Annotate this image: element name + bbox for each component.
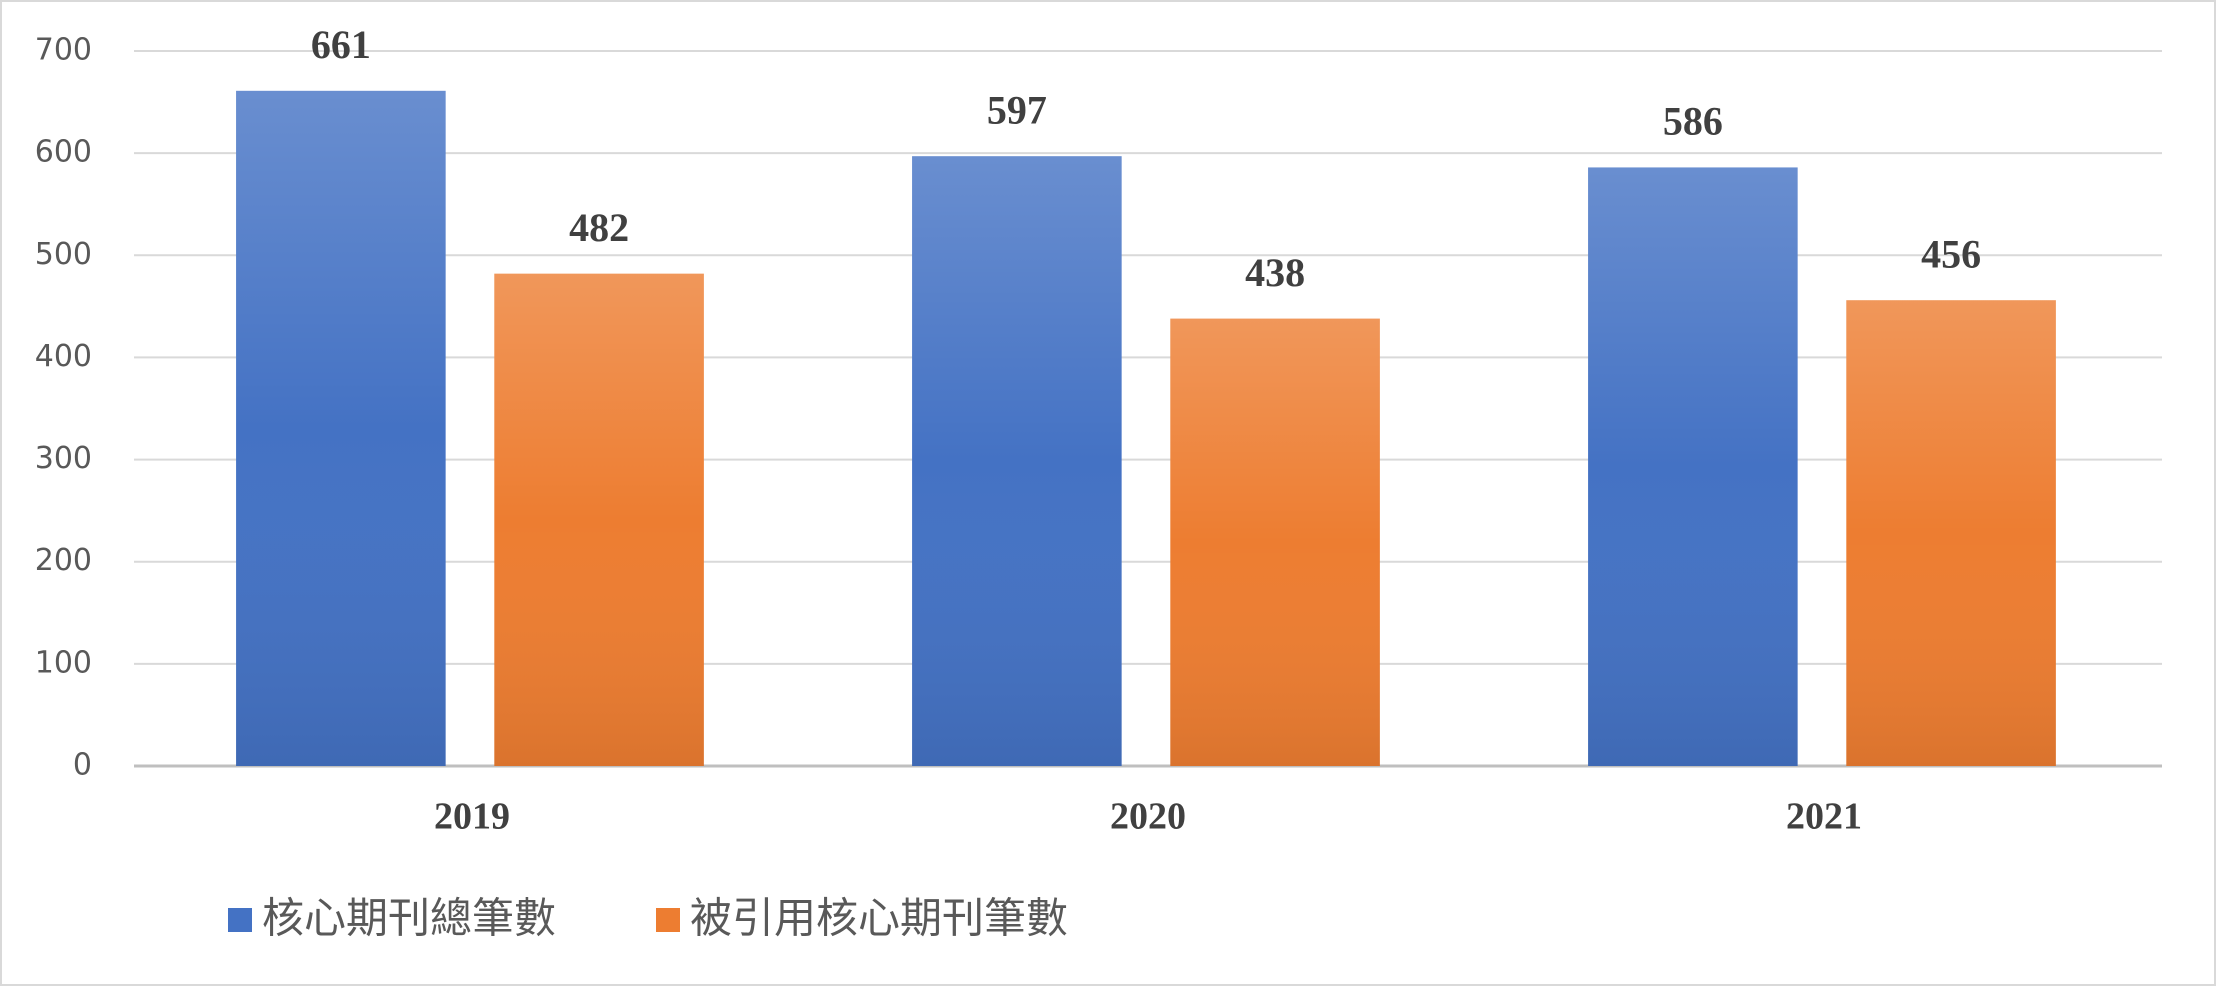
y-tick-label: 400 [35,339,92,374]
bar-shade [912,156,1122,766]
data-label: 456 [1921,231,1981,276]
x-tick-label: 2020 [1110,796,1186,838]
data-label: 438 [1245,250,1305,295]
legend-marker [228,908,252,932]
data-label: 661 [311,22,371,67]
y-tick-label: 300 [35,441,92,476]
y-tick-label: 200 [35,543,92,578]
bar-shade [1846,300,2056,766]
bar-shade [494,273,704,766]
data-label: 586 [1663,99,1723,144]
x-tick-label: 2019 [434,796,510,838]
y-tick-label: 500 [35,237,92,272]
legend-label: 核心期刊總筆數 [262,894,556,943]
x-tick-label: 2021 [1786,796,1862,838]
y-tick-label: 0 [73,748,92,783]
bar-shade [1170,318,1380,766]
legend-marker [656,908,680,932]
y-tick-label: 100 [35,645,92,680]
y-tick-label: 600 [35,135,92,170]
y-tick-label: 700 [35,33,92,68]
bar-shade [236,90,446,767]
bar-shade [1588,167,1798,766]
data-label: 597 [987,87,1047,132]
legend-label: 被引用核心期刊筆數 [690,894,1068,943]
data-label: 482 [569,205,629,250]
